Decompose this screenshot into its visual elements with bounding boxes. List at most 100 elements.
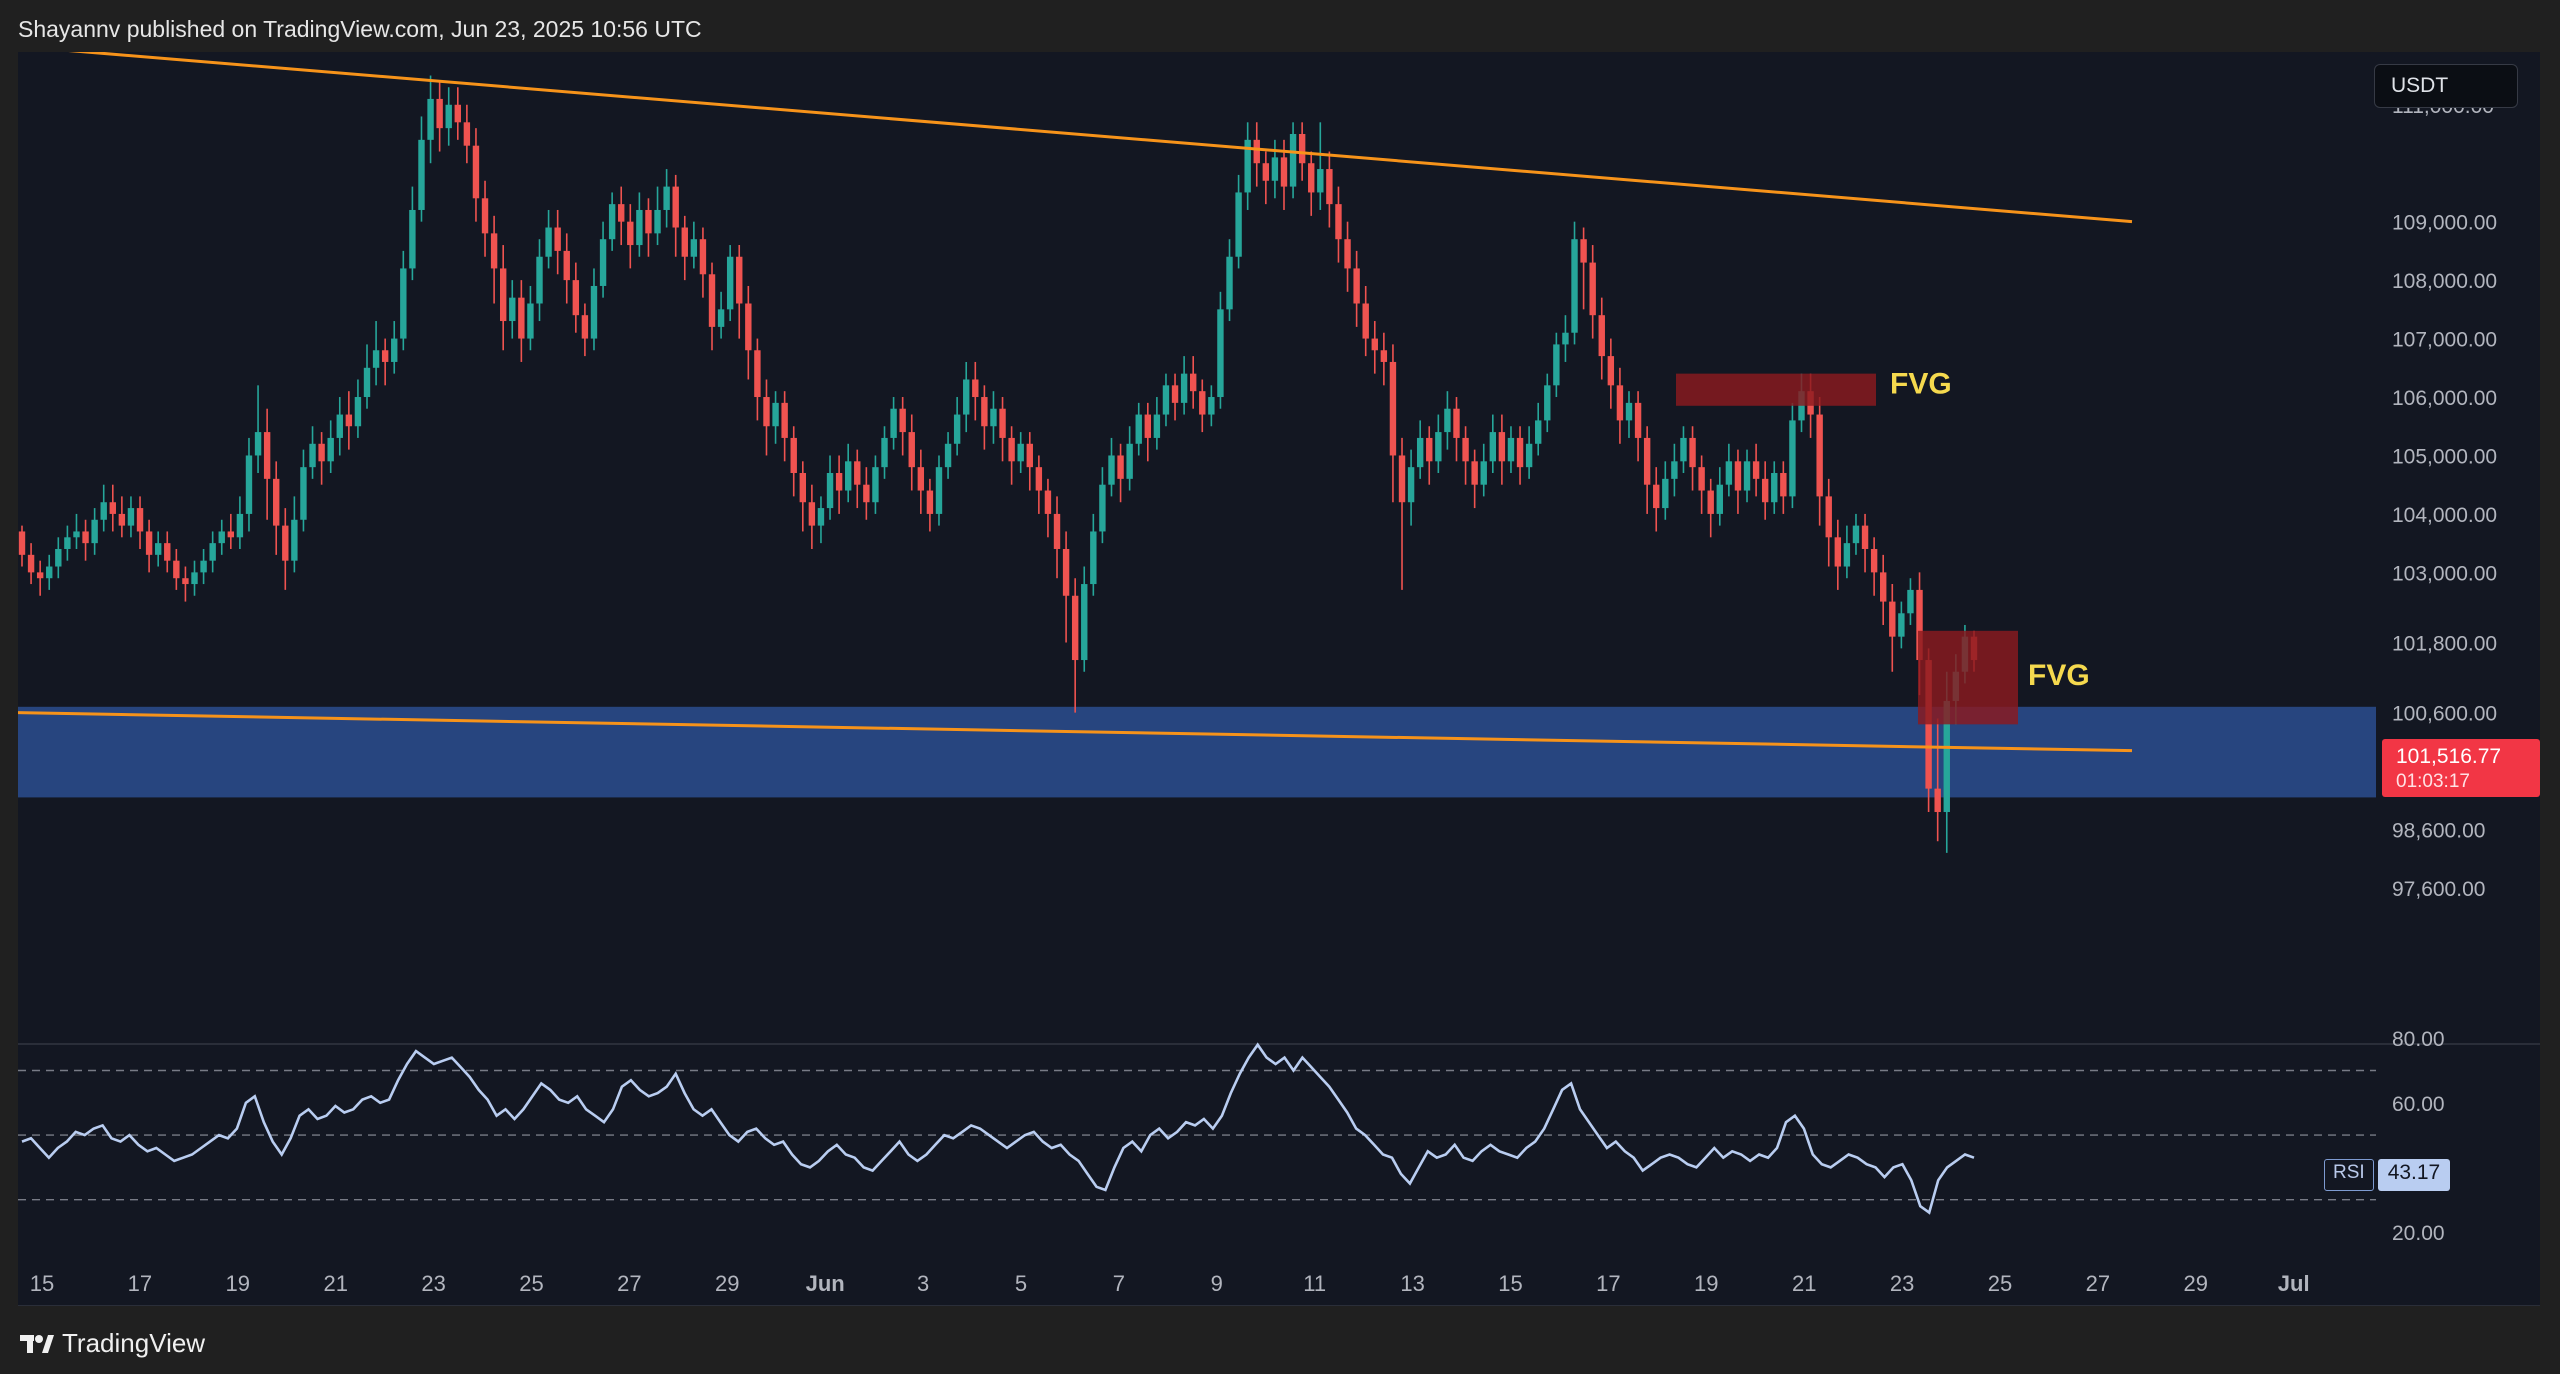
candle-body [1262,163,1270,181]
candle-body [1244,139,1251,193]
candle-body [645,209,652,234]
candle-body [763,397,770,427]
candle-body [391,338,398,362]
candle-body [563,250,570,281]
candle-body [1144,414,1152,438]
candle-body [381,350,389,362]
candle-body [599,239,607,286]
candle-body [82,531,89,544]
candle-body [263,432,271,479]
footer-brand: TradingView [62,1328,206,1358]
candle-body [200,560,207,573]
candle-body [1498,432,1506,462]
candle-body [1834,537,1842,567]
rsi-tick-label: 60.00 [2392,1093,2445,1116]
candle-body [536,256,543,304]
candle-body [1180,373,1188,403]
currency-selector[interactable]: USDT [2374,64,2518,108]
time-tick-label: 3 [917,1271,929,1296]
candle-body [1435,432,1442,462]
candle-body [1153,414,1161,438]
candle-body [1081,584,1088,661]
time-tick-label: 5 [1015,1271,1027,1296]
candle-body [1426,437,1433,462]
price-tick-label: 98,600.00 [2392,820,2485,843]
candle-body [717,309,725,327]
candle-body [1898,613,1905,637]
time-tick-label: 19 [1694,1271,1718,1296]
candle-body [282,525,289,561]
candle-body [1171,385,1179,403]
price-tick-label: 105,000.00 [2392,445,2497,468]
time-tick-label: 9 [1211,1271,1223,1296]
candle-body [109,502,116,514]
candle-body [1044,490,1052,514]
candle-body [345,414,353,427]
candle-body [1525,443,1533,468]
candle-body [1398,455,1406,503]
candle-body [1516,437,1524,468]
candle-body [173,560,180,579]
candle-body [844,461,852,491]
candle-body [881,437,888,468]
candle-body [1553,344,1560,386]
price-tick-label: 103,000.00 [2392,562,2497,585]
trendline-upper [17,44,2133,224]
publish-bar: Shayannv published on TradingView.com, J… [0,0,2560,52]
candle-body [1734,461,1742,491]
fvg-label: FVG [1890,368,1952,401]
candle-body [890,408,897,438]
time-axis: 15 17 19 21 23 25 27 29 Jun 3 5 7 9 11 13 15 17 19 21 23 25 2… [30,1271,2310,1296]
time-tick-label: 7 [1113,1271,1125,1296]
candle-body [454,104,461,123]
candle-body [1544,385,1551,421]
tradingview-logo[interactable]: TradingView [20,1328,205,1359]
rsi-tag: RSI 43.17 [2324,1159,2451,1191]
candle-body [100,502,107,520]
price-tick-label: 100,600.00 [2392,703,2497,726]
price-chart[interactable]: FVGFVG111,000.00109,000.00108,000.00107,… [17,44,2540,1307]
candle-body [1562,332,1569,345]
candle-body [545,227,552,257]
candle-body [1870,548,1878,573]
candle-body [1507,437,1515,462]
candle-body [1253,139,1260,164]
candle-body [835,473,843,491]
candle-body [1480,461,1487,485]
time-tick-label: 27 [617,1271,641,1296]
candle-body [854,461,861,485]
candle-body [1298,133,1306,164]
candle-body [781,402,788,438]
candle-body [1589,262,1596,316]
candle-body [1308,163,1315,193]
time-tick-label: 25 [519,1271,543,1296]
candle-body [1907,589,1914,614]
time-tick-label: 19 [226,1271,250,1296]
candle-body [1771,473,1778,503]
candle-body [309,443,316,468]
candle-body [1190,373,1197,392]
candle-body [1616,385,1624,421]
candle-body [926,490,934,514]
candle-body [935,467,943,514]
candle-body [1698,467,1705,491]
time-tick-label: Jul [2278,1271,2310,1296]
time-tick-label: 11 [1303,1271,1326,1296]
candle-body [1535,420,1542,444]
candle-body [291,519,298,561]
candle-body [227,531,235,538]
candle-body [1017,443,1024,462]
candle-body [1852,525,1860,544]
candle-body [963,379,970,415]
candle-body [618,204,625,222]
rsi-value: 43.17 [2377,1159,2451,1191]
candle-body [1090,531,1097,585]
candle-body [1226,256,1233,310]
candles-group [18,75,1978,853]
chart-area[interactable]: FVGFVG111,000.00109,000.00108,000.00107,… [17,44,2540,1307]
candle-body [1916,589,1923,661]
candle-body [154,543,162,555]
candle-body [1071,595,1079,661]
candle-body [1653,484,1660,509]
